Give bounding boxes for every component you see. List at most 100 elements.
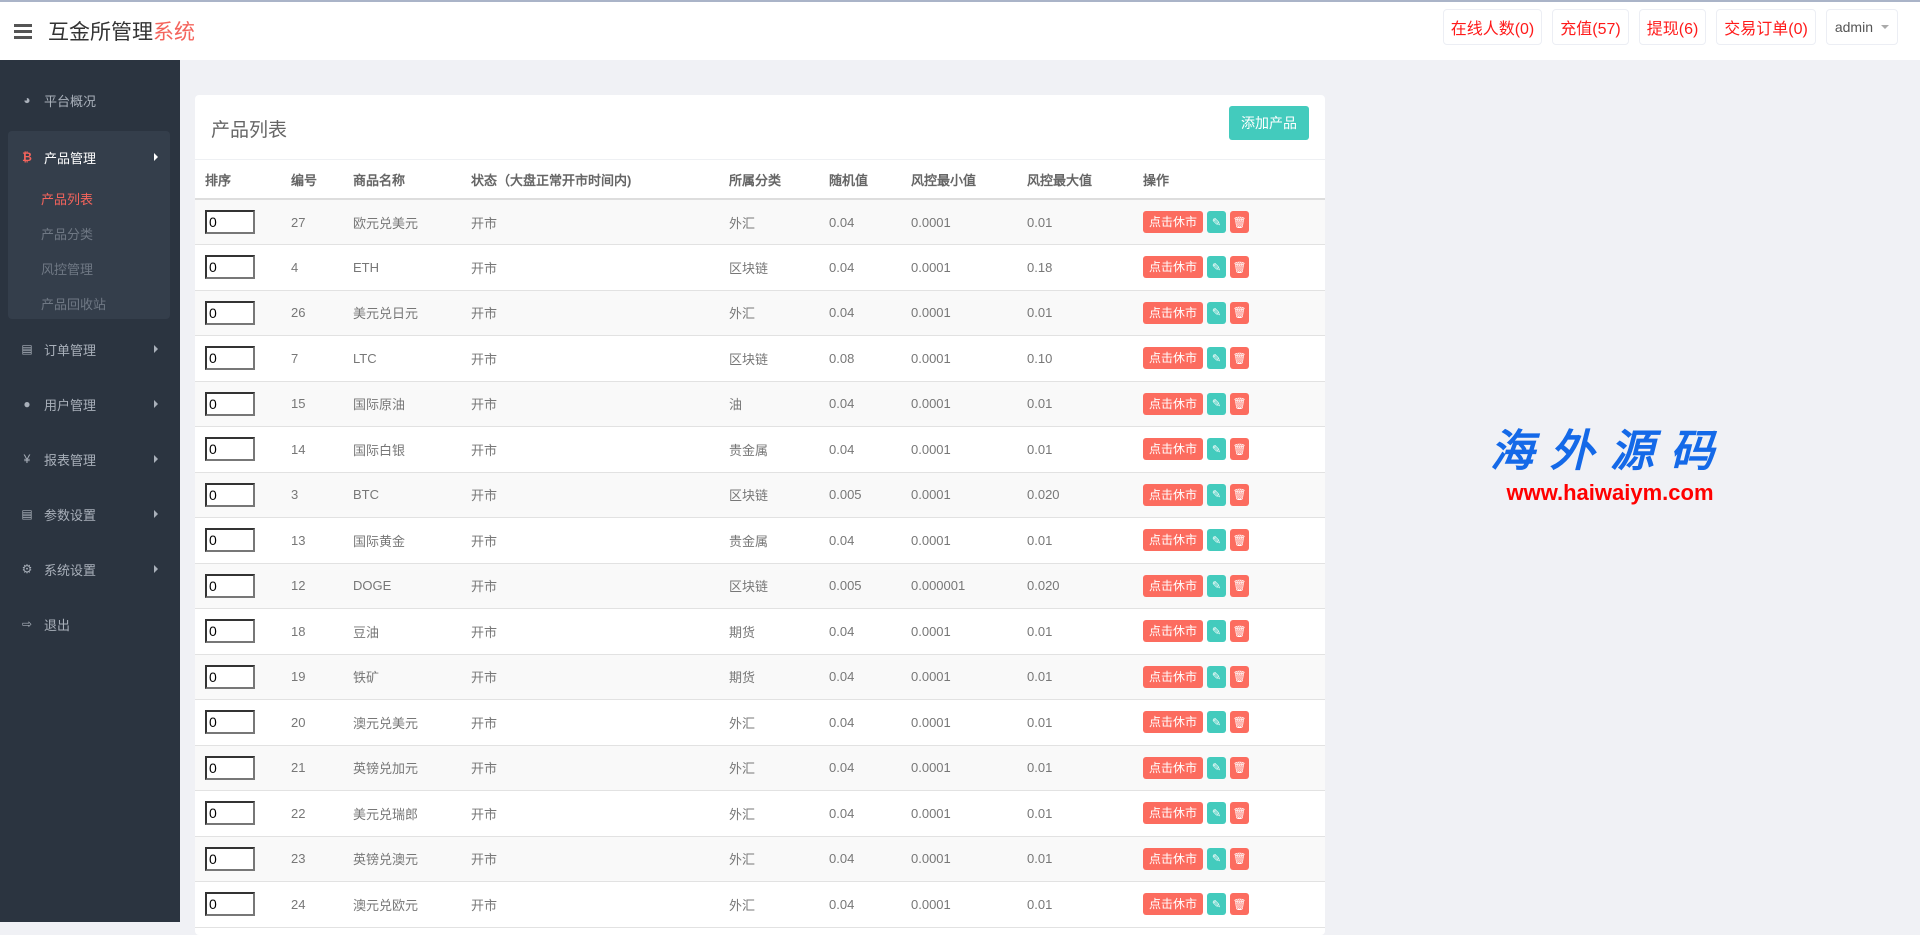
close-market-button[interactable]: 点击休市 xyxy=(1143,256,1204,279)
edit-button[interactable]: ✎ xyxy=(1207,392,1227,415)
sidebar-item-label: 参数设置 xyxy=(44,507,97,523)
delete-button[interactable]: 🗑 xyxy=(1230,847,1250,870)
actions-cell: 点击休市 ✎ 🗑 xyxy=(1143,244,1325,291)
delete-button[interactable]: 🗑 xyxy=(1230,529,1250,552)
sidebar-sub-product-category[interactable]: 产品分类 xyxy=(41,227,94,242)
close-market-button[interactable]: 点击休市 xyxy=(1143,802,1204,825)
close-market-button[interactable]: 点击休市 xyxy=(1143,529,1204,552)
add-product-button[interactable]: 添加产品 xyxy=(1229,106,1309,140)
edit-button[interactable]: ✎ xyxy=(1207,893,1227,916)
delete-button[interactable]: 🗑 xyxy=(1230,256,1250,279)
sort-order-input[interactable] xyxy=(205,346,255,371)
delete-button[interactable]: 🗑 xyxy=(1230,711,1250,734)
close-market-button[interactable]: 点击休市 xyxy=(1143,392,1204,415)
close-market-button[interactable]: 点击休市 xyxy=(1143,211,1204,233)
sidebar-sub-recycle-bin[interactable]: 产品回收站 xyxy=(41,297,107,312)
edit-button[interactable]: ✎ xyxy=(1207,438,1227,461)
sort-order-input[interactable] xyxy=(205,892,255,917)
delete-button[interactable]: 🗑 xyxy=(1230,756,1250,779)
sort-order-input[interactable] xyxy=(205,664,255,689)
delete-button[interactable]: 🗑 xyxy=(1230,347,1250,370)
sort-order-input[interactable] xyxy=(205,300,255,325)
actions-cell: 点击休市 ✎ 🗑 xyxy=(1143,608,1325,655)
sidebar-item-logout[interactable]: ⇨ 退出 xyxy=(0,609,180,639)
close-market-button[interactable]: 点击休市 xyxy=(1143,893,1204,916)
table-cell: 区块链 xyxy=(729,563,829,609)
edit-button[interactable]: ✎ xyxy=(1207,256,1227,279)
table-cell: 0.04 xyxy=(829,517,911,564)
table-cell: 澳元兑欧元 xyxy=(353,881,471,928)
close-market-button[interactable]: 点击休市 xyxy=(1143,483,1204,506)
sidebar-item-system[interactable]: ⚙ 系统设置 xyxy=(0,554,180,584)
edit-button[interactable]: ✎ xyxy=(1207,802,1227,825)
sort-order-input[interactable] xyxy=(205,437,255,462)
user-menu[interactable]: admin xyxy=(1825,9,1898,45)
sort-order-input[interactable] xyxy=(205,528,255,553)
edit-button[interactable]: ✎ xyxy=(1207,529,1227,552)
delete-button[interactable]: 🗑 xyxy=(1230,802,1250,825)
close-market-button[interactable]: 点击休市 xyxy=(1143,847,1204,870)
delete-button[interactable]: 🗑 xyxy=(1230,620,1250,643)
actions-cell: 点击休市 ✎ 🗑 xyxy=(1143,836,1325,882)
sidebar-item-products[interactable]: ₿ 产品管理 xyxy=(0,142,180,172)
delete-button[interactable]: 🗑 xyxy=(1230,438,1250,461)
edit-button[interactable]: ✎ xyxy=(1207,711,1227,734)
close-market-button[interactable]: 点击休市 xyxy=(1143,301,1204,324)
table-cell: 0.01 xyxy=(1027,654,1143,700)
table-cell: ETH xyxy=(353,244,471,291)
edit-button[interactable]: ✎ xyxy=(1207,574,1227,597)
sort-order-input[interactable] xyxy=(205,710,255,735)
edit-button[interactable]: ✎ xyxy=(1207,211,1227,233)
sort-order-input[interactable] xyxy=(205,619,255,644)
close-market-button[interactable]: 点击休市 xyxy=(1143,620,1204,643)
withdraw-button[interactable]: 提现(6) xyxy=(1638,9,1707,45)
close-market-button[interactable]: 点击休市 xyxy=(1143,665,1204,688)
table-cell: 贵金属 xyxy=(729,517,829,564)
delete-button[interactable]: 🗑 xyxy=(1230,483,1250,506)
edit-button[interactable]: ✎ xyxy=(1207,756,1227,779)
sidebar-item-overview[interactable]: ◕ 平台概况 xyxy=(0,85,180,115)
sort-order-input[interactable] xyxy=(205,255,255,280)
edit-button[interactable]: ✎ xyxy=(1207,847,1227,870)
close-market-button[interactable]: 点击休市 xyxy=(1143,756,1204,779)
delete-button[interactable]: 🗑 xyxy=(1230,665,1250,688)
sidebar-item-reports[interactable]: ¥ 报表管理 xyxy=(0,444,180,474)
table-cell: 0.0001 xyxy=(911,426,1027,473)
delete-button[interactable]: 🗑 xyxy=(1230,574,1250,597)
sidebar-item-orders[interactable]: ▤ 订单管理 xyxy=(0,334,180,364)
delete-button[interactable]: 🗑 xyxy=(1230,392,1250,415)
sort-order-input[interactable] xyxy=(205,573,255,598)
close-market-button[interactable]: 点击休市 xyxy=(1143,711,1204,734)
online-users-button[interactable]: 在线人数(0) xyxy=(1442,9,1543,45)
delete-button[interactable]: 🗑 xyxy=(1230,211,1250,233)
trash-icon: 🗑 xyxy=(1232,853,1247,866)
close-market-button[interactable]: 点击休市 xyxy=(1143,438,1204,461)
sort-order-input[interactable] xyxy=(205,801,255,826)
sort-order-input[interactable] xyxy=(205,846,255,871)
recharge-button[interactable]: 充值(57) xyxy=(1552,9,1629,45)
menu-toggle-icon[interactable] xyxy=(14,23,32,39)
close-market-button[interactable]: 点击休市 xyxy=(1143,347,1204,370)
product-list-card: 产品列表 添加产品 排序 编号 商品名称 状态（大盘正常开市时间内) 所属分类 随机值 风控… xyxy=(195,95,1325,935)
sort-order-input[interactable] xyxy=(205,391,255,416)
edit-button[interactable]: ✎ xyxy=(1207,483,1227,506)
sort-order-input[interactable] xyxy=(205,755,255,780)
edit-button[interactable]: ✎ xyxy=(1207,665,1227,688)
table-cell: 开市 xyxy=(471,472,729,518)
delete-button[interactable]: 🗑 xyxy=(1230,301,1250,324)
edit-button[interactable]: ✎ xyxy=(1207,347,1227,370)
actions-cell: 点击休市 ✎ 🗑 xyxy=(1143,563,1325,609)
close-market-button[interactable]: 点击休市 xyxy=(1143,574,1204,597)
sidebar-sub-product-list[interactable]: 产品列表 xyxy=(41,192,94,207)
table-cell: 区块链 xyxy=(729,244,829,291)
sidebar-sub-risk-control[interactable]: 风控管理 xyxy=(41,262,94,277)
sidebar-item-users[interactable]: ● 用户管理 xyxy=(0,389,180,419)
trade-orders-button[interactable]: 交易订单(0) xyxy=(1716,9,1816,45)
edit-button[interactable]: ✎ xyxy=(1207,301,1227,324)
delete-button[interactable]: 🗑 xyxy=(1230,893,1250,916)
sort-order-input[interactable] xyxy=(205,210,255,234)
sidebar-item-params[interactable]: ▤ 参数设置 xyxy=(0,499,180,529)
sort-order-input[interactable] xyxy=(205,482,255,507)
edit-button[interactable]: ✎ xyxy=(1207,620,1227,643)
